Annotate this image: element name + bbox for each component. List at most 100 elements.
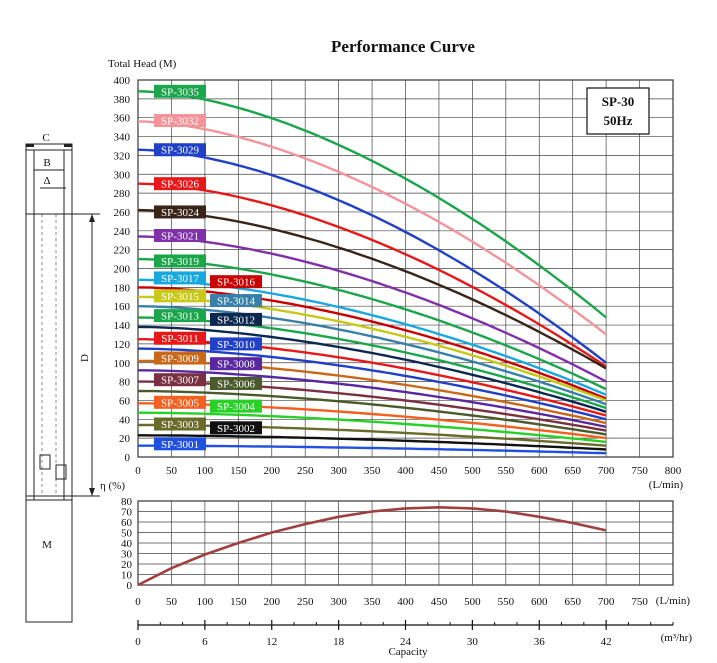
- head-curve-sp-3002: [138, 434, 607, 451]
- head-y-tick-label: 100: [114, 358, 131, 370]
- capacity-tick-label: 30: [467, 636, 479, 648]
- series-label-box: [210, 294, 262, 308]
- efficiency-y-tick-label: 60: [121, 517, 133, 529]
- series-label-box: [210, 357, 262, 371]
- series-label-sp-3024: SP-3024: [161, 207, 199, 219]
- head-curve-sp-3010: [137, 347, 607, 421]
- head-curve-sp-3019: [137, 257, 607, 391]
- efficiency-x-tick-label: 650: [564, 596, 581, 608]
- series-label-sp-3017: SP-3017: [161, 273, 199, 285]
- capacity-tick-label: 18: [333, 636, 345, 648]
- arrow-up-icon: [89, 214, 95, 222]
- head-x-tick-label: 400: [397, 465, 414, 477]
- pump-inlet-left: [39, 454, 51, 470]
- efficiency-x-tick-label: 750: [631, 596, 648, 608]
- efficiency-y-tick-label: 0: [127, 580, 133, 592]
- pump-cap-right: [64, 144, 72, 147]
- motor-label-m: M: [42, 539, 52, 551]
- capacity-tick-label: 36: [534, 636, 546, 648]
- efficiency-x-tick-label: 150: [230, 596, 247, 608]
- head-x-tick-label: 600: [531, 465, 548, 477]
- head-x-tick-label: 700: [598, 465, 615, 477]
- head-curve-sp-3001: [138, 444, 607, 455]
- efficiency-x-tick-label: 50: [166, 596, 178, 608]
- series-label-box: [154, 331, 206, 345]
- capacity-tick-label: 24: [400, 636, 412, 648]
- head-x-tick-label: 650: [564, 465, 581, 477]
- series-label-sp-3005: SP-3005: [161, 397, 199, 409]
- efficiency-x-tick-label: 450: [431, 596, 448, 608]
- series-label-sp-3010: SP-3010: [217, 339, 255, 351]
- head-x-tick-label: 150: [230, 465, 247, 477]
- series-label-sp-3001: SP-3001: [161, 439, 199, 451]
- efficiency-x-tick-label: 500: [464, 596, 481, 608]
- head-y-tick-label: 0: [125, 452, 131, 464]
- capacity-tick-label: 12: [266, 636, 277, 648]
- model-badge: SP-30 50Hz: [586, 87, 650, 135]
- efficiency-x-tick-label: 350: [364, 596, 381, 608]
- series-label-box: [154, 417, 206, 431]
- head-y-tick-label: 40: [119, 414, 131, 426]
- series-label-box: [210, 421, 262, 435]
- head-x-tick-label: 550: [498, 465, 515, 477]
- head-x-tick-label: 300: [330, 465, 347, 477]
- series-label-box: [154, 437, 206, 451]
- series-label-box: [210, 312, 262, 326]
- series-label-box: [154, 205, 206, 219]
- series-label-box: [154, 395, 206, 409]
- series-label-sp-3019: SP-3019: [161, 256, 199, 268]
- chart-title: Performance Curve: [331, 37, 475, 56]
- head-y-tick-label: 20: [119, 433, 131, 445]
- efficiency-x-tick-label: 550: [498, 596, 515, 608]
- series-label-box: [210, 275, 262, 289]
- model-badge-line-2: 50Hz: [604, 113, 633, 128]
- capacity-axis: 0 6 12 18 24 30 36 42 Capacity (m³/hr): [135, 620, 692, 658]
- head-curve-sp-3024: [137, 208, 607, 370]
- series-label-sp-3029: SP-3029: [161, 145, 199, 157]
- head-curve-sp-3014: [137, 305, 607, 406]
- efficiency-x-tick-label: 250: [297, 596, 314, 608]
- series-label-sp-3011: SP-3011: [161, 333, 199, 345]
- series-label-box: [154, 114, 206, 128]
- head-x-tick-label: 0: [135, 465, 141, 477]
- efficiency-x-tick-label: 0: [135, 596, 141, 608]
- efficiency-y-tick-label: 10: [121, 570, 133, 582]
- head-x-tick-label: 500: [464, 465, 481, 477]
- efficiency-x-tick-label: 400: [397, 596, 414, 608]
- model-badge-box: [586, 87, 650, 135]
- head-curves: [137, 90, 607, 455]
- head-y-tick-label: 80: [119, 377, 131, 389]
- efficiency-chart: 0 50 100 150 200 250 300 350 400 450 500 550 600 650 7…: [100, 480, 690, 608]
- head-chart: SP-3035 SP-3032 SP-3029 SP-3026 SP-3024 SP-30…: [108, 58, 683, 491]
- series-label-box: [210, 376, 262, 390]
- efficiency-x-tick-label: 300: [330, 596, 347, 608]
- series-label-sp-3021: SP-3021: [161, 231, 199, 243]
- head-x-tick-label: 350: [364, 465, 381, 477]
- head-curve-sp-3016: [138, 286, 607, 400]
- efficiency-x-tick-label: 600: [531, 596, 548, 608]
- series-label-sp-3026: SP-3026: [161, 179, 199, 191]
- head-y-tick-label: 60: [119, 395, 131, 407]
- pump-dimension-diagram: C B Δ D M: [25, 132, 100, 623]
- efficiency-y-tick-label: 80: [121, 496, 133, 508]
- head-y-tick-label: 120: [114, 339, 131, 351]
- efficiency-curve: [137, 506, 607, 587]
- head-x-tick-label: 450: [431, 465, 448, 477]
- series-label-box: [154, 143, 206, 157]
- series-label-box: [154, 177, 206, 191]
- efficiency-curve-line: [137, 506, 607, 587]
- series-label-sp-3012: SP-3012: [217, 314, 255, 326]
- head-curve-sp-3004: [138, 411, 607, 444]
- head-curve-sp-3026: [137, 182, 607, 368]
- head-y-tick-label: 340: [114, 132, 131, 144]
- series-label-sp-3009: SP-3009: [161, 353, 199, 365]
- series-label-sp-3003: SP-3003: [161, 419, 199, 431]
- capacity-tick-marks: 0 6 12 18 24 30 36 42: [135, 620, 674, 648]
- dimension-label-c: C: [42, 132, 49, 144]
- head-y-tick-label: 200: [114, 264, 131, 276]
- dimension-label-b: B: [43, 157, 50, 169]
- series-label-sp-3016: SP-3016: [217, 277, 255, 289]
- pump-cap-left: [26, 144, 34, 147]
- efficiency-y-tick-label: 30: [121, 549, 133, 561]
